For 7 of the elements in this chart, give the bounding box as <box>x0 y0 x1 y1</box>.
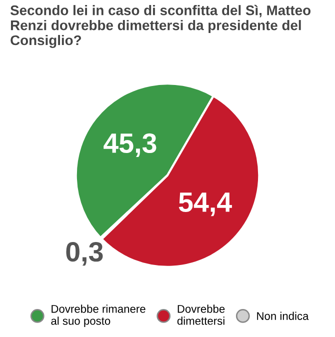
chart-title: Secondo lei in caso di sconfitta del Sì, Matteo Renzi dovrebbe dimettersi da presidente del Consiglio? <box>10 4 310 48</box>
data-label: 0,3 <box>66 242 103 266</box>
legend-label: Non indica <box>257 312 309 320</box>
data-label: 54,4 <box>178 192 232 216</box>
data-label: 45,3 <box>104 133 156 158</box>
legend-label: Dovrebbe rimanere al suo posto <box>51 304 146 327</box>
legend-label: Dovrebbe dimettersi <box>177 304 225 325</box>
